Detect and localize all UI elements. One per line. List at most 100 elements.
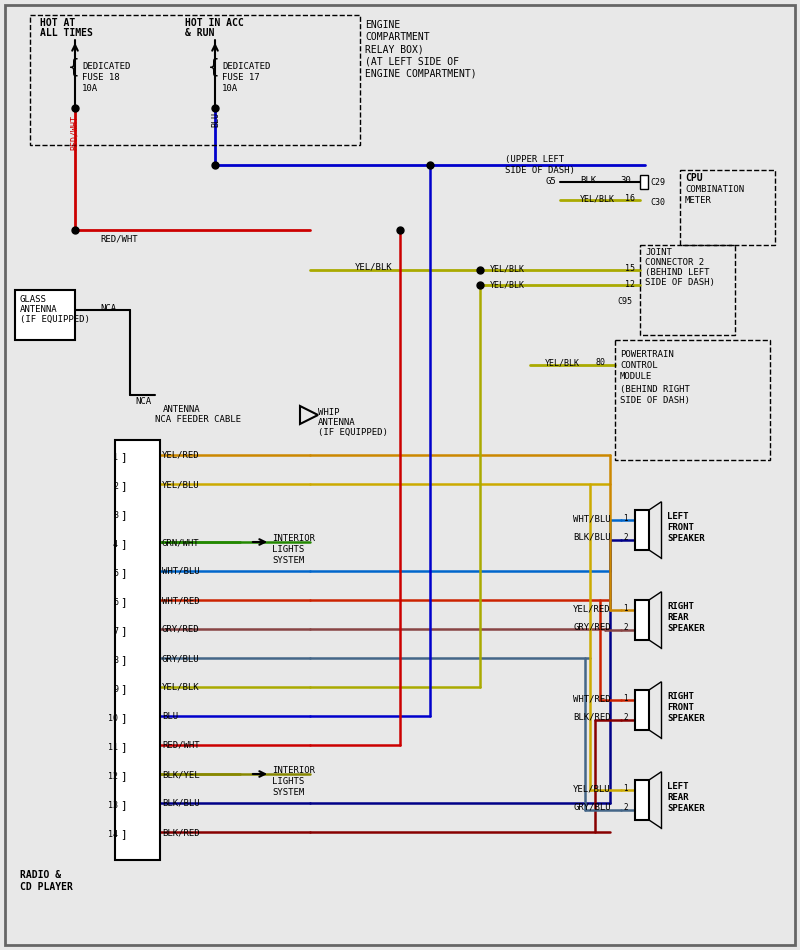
Text: LEFT: LEFT (667, 512, 689, 521)
Text: ]: ] (120, 568, 126, 578)
Text: DEDICATED: DEDICATED (82, 62, 130, 71)
Text: CPU: CPU (685, 173, 702, 183)
Text: YEL/BLK: YEL/BLK (545, 358, 580, 367)
Text: ANTENNA: ANTENNA (163, 405, 201, 414)
Text: ]: ] (120, 684, 126, 694)
Text: ]: ] (120, 713, 126, 723)
Text: ANTENNA: ANTENNA (20, 305, 58, 314)
Text: 9: 9 (113, 685, 118, 694)
Text: INTERIOR: INTERIOR (272, 766, 315, 775)
Text: FUSE 17: FUSE 17 (222, 73, 260, 82)
Text: {: { (68, 58, 80, 77)
Text: 2: 2 (623, 803, 628, 812)
Text: METER: METER (685, 196, 712, 205)
Text: SIDE OF DASH): SIDE OF DASH) (505, 166, 575, 175)
Text: NCA FEEDER CABLE: NCA FEEDER CABLE (155, 415, 241, 424)
Text: ANTENNA: ANTENNA (318, 418, 356, 427)
Text: FUSE 18: FUSE 18 (82, 73, 120, 82)
Text: REAR: REAR (667, 613, 689, 622)
Text: C29: C29 (650, 178, 665, 187)
Text: YEL/RED: YEL/RED (573, 604, 610, 613)
Text: YEL/BLK: YEL/BLK (580, 194, 615, 203)
Text: RED/WHT: RED/WHT (100, 235, 138, 244)
Text: HOT AT: HOT AT (40, 18, 75, 28)
Text: SIDE OF DASH): SIDE OF DASH) (620, 396, 690, 405)
Text: YEL/BLK: YEL/BLK (490, 280, 525, 289)
Text: GRN/WHT: GRN/WHT (162, 538, 200, 547)
Bar (635, 780, 649, 820)
Text: WHT/RED: WHT/RED (573, 694, 610, 703)
Text: 7: 7 (113, 627, 118, 636)
Bar (15, 290, 75, 340)
Text: RED/WHT: RED/WHT (70, 115, 79, 150)
Text: 8: 8 (113, 656, 118, 665)
Text: 11: 11 (108, 743, 118, 752)
Text: SYSTEM: SYSTEM (272, 788, 304, 797)
Text: ENGINE: ENGINE (365, 20, 400, 30)
Text: GRY/BLU: GRY/BLU (573, 803, 610, 812)
Text: COMPARTMENT: COMPARTMENT (365, 32, 430, 42)
Text: BLK/YEL: BLK/YEL (162, 770, 200, 779)
Text: ALL TIMES: ALL TIMES (40, 28, 93, 38)
Text: {: { (208, 58, 220, 77)
Text: 12: 12 (625, 280, 635, 289)
Text: WHIP: WHIP (318, 408, 339, 417)
Text: 13: 13 (108, 801, 118, 810)
Bar (640, 245, 735, 335)
Text: CD PLAYER: CD PLAYER (20, 882, 73, 892)
Text: 2: 2 (623, 713, 628, 722)
Text: 1: 1 (623, 514, 628, 523)
Text: JOINT: JOINT (645, 248, 672, 257)
Text: GRY/BLU: GRY/BLU (162, 654, 200, 663)
Text: BLK: BLK (580, 176, 596, 185)
Text: SYSTEM: SYSTEM (272, 556, 304, 565)
Text: WHT/RED: WHT/RED (162, 596, 200, 605)
Text: G5: G5 (545, 177, 556, 186)
Text: INTERIOR: INTERIOR (272, 534, 315, 543)
Text: POWERTRAIN: POWERTRAIN (620, 350, 674, 359)
Text: SPEAKER: SPEAKER (667, 534, 705, 543)
Text: 2: 2 (113, 482, 118, 491)
Text: SPEAKER: SPEAKER (667, 714, 705, 723)
Text: MODULE: MODULE (620, 372, 652, 381)
Text: HOT IN ACC: HOT IN ACC (185, 18, 244, 28)
Text: YEL/BLK: YEL/BLK (490, 264, 525, 273)
Text: 10: 10 (108, 714, 118, 723)
Bar (635, 510, 649, 550)
Text: 1: 1 (623, 694, 628, 703)
Text: YEL/BLU: YEL/BLU (573, 784, 610, 793)
Bar (615, 340, 770, 460)
Text: ]: ] (120, 771, 126, 781)
Text: 2: 2 (623, 533, 628, 542)
Text: GRY/RED: GRY/RED (162, 625, 200, 634)
Text: YEL/RED: YEL/RED (162, 451, 200, 460)
Text: ]: ] (120, 597, 126, 607)
Bar (30, 15, 360, 145)
Text: YEL/BLU: YEL/BLU (162, 480, 200, 489)
Text: ENGINE COMPARTMENT): ENGINE COMPARTMENT) (365, 68, 477, 78)
Text: BLK/BLU: BLK/BLU (573, 533, 610, 542)
Bar (680, 170, 775, 245)
Text: YEL/BLK: YEL/BLK (162, 683, 200, 692)
Text: BLK/BLU: BLK/BLU (162, 799, 200, 808)
Text: 1: 1 (623, 604, 628, 613)
Text: ]: ] (120, 481, 126, 491)
Text: ]: ] (120, 742, 126, 752)
Text: (AT LEFT SIDE OF: (AT LEFT SIDE OF (365, 56, 459, 66)
Text: BLU: BLU (162, 712, 178, 721)
Text: NCA: NCA (100, 304, 116, 313)
Text: 5: 5 (113, 569, 118, 578)
Text: 30: 30 (620, 176, 630, 185)
Text: 14: 14 (108, 830, 118, 839)
Text: BLU: BLU (211, 112, 220, 127)
Text: RADIO &: RADIO & (20, 870, 61, 880)
Text: 12: 12 (108, 772, 118, 781)
Text: RED/WHT: RED/WHT (162, 741, 200, 750)
Text: CONNECTOR 2: CONNECTOR 2 (645, 258, 704, 267)
Text: C95: C95 (617, 297, 632, 306)
Text: 16: 16 (625, 194, 635, 203)
Text: RIGHT: RIGHT (667, 692, 694, 701)
Text: (UPPER LEFT: (UPPER LEFT (505, 155, 564, 164)
Text: LEFT: LEFT (667, 782, 689, 791)
Text: (BEHIND LEFT: (BEHIND LEFT (645, 268, 710, 277)
